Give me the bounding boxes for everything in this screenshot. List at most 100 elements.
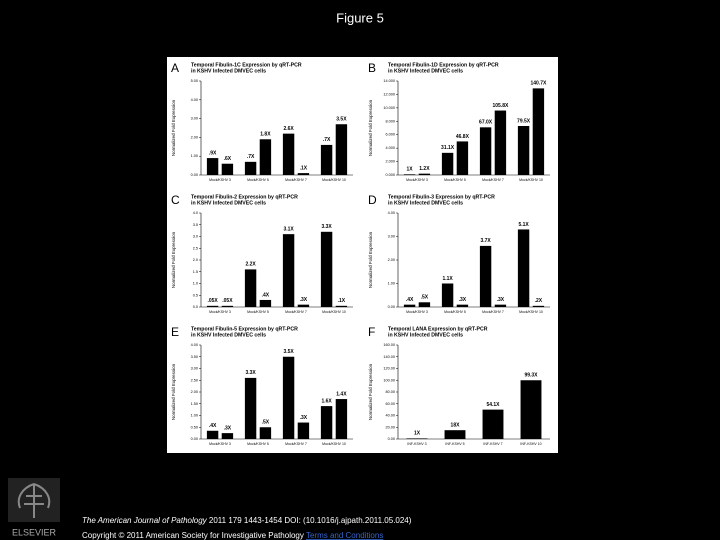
y-axis-label: Normalized Fold Expression [171, 231, 176, 288]
y-tick-label: 5.00 [191, 79, 198, 83]
x-tick-label: Mock/KSHV 3 [209, 442, 231, 446]
bar-label: .9X [209, 150, 217, 156]
y-tick-label: 1.50 [191, 402, 198, 406]
bar-label: 105.8X [492, 103, 509, 109]
bar-label: .05X [207, 298, 218, 304]
journal: The American Journal of Pathology [82, 516, 208, 525]
y-tick-label: 3.00 [191, 367, 198, 371]
bar-label: 31.1X [441, 145, 455, 151]
y-tick-label: 60.00 [385, 402, 395, 406]
y-tick-label: 4.00 [191, 343, 198, 347]
bar-label: 3.3X [245, 370, 256, 376]
y-tick-label: 0.5 [193, 293, 198, 297]
y-tick-label: 1.00 [191, 414, 198, 418]
x-tick-label: Mock/KSHV 10 [322, 178, 346, 182]
terms-link[interactable]: Terms and Conditions [306, 531, 383, 540]
panel: E Temporal Fibulin-5 Expression by qRT-PC… [171, 325, 353, 446]
bar-label: .3X [300, 297, 308, 303]
bar-label: 1X [414, 431, 421, 437]
bar-label: .4X [406, 297, 414, 303]
y-tick-label: 0.00 [191, 173, 198, 177]
bar [320, 231, 333, 307]
bar [282, 133, 295, 175]
bar [206, 305, 219, 307]
y-tick-label: 3.50 [191, 355, 198, 359]
bar [282, 234, 295, 307]
bar-label: 79.5X [517, 118, 531, 124]
bar-label: 54.1X [486, 402, 500, 408]
x-tick-label: Mock/KSHV 5 [444, 310, 466, 314]
copyright: Copyright © 2011 American Society for In… [82, 531, 383, 540]
panel-subtitle: in KSHV Infected DMVEC cells [191, 200, 266, 206]
bar [335, 305, 348, 307]
bar-label: 1.1X [442, 276, 453, 282]
y-axis-label: Normalized Fold Expression [368, 231, 373, 288]
y-tick-label: 3.00 [191, 117, 198, 121]
x-tick-label: INF-KSHV 7 [483, 442, 502, 446]
x-tick-label: Mock/KSHV 10 [519, 310, 543, 314]
bar-label: .3X [300, 415, 308, 421]
bar [517, 229, 530, 307]
bar [494, 304, 507, 307]
bar-label: .1X [338, 298, 346, 304]
bar-label: 67.0X [479, 120, 493, 126]
panel-title: Temporal Fibulin-1C Expression by qRT-PC… [191, 62, 302, 68]
panel-subtitle: in KSHV Infected DMVEC cells [388, 332, 463, 338]
bar [456, 304, 469, 307]
y-tick-label: 2.5 [193, 246, 198, 250]
logo-tree [17, 483, 51, 518]
panel-subtitle: in KSHV Infected DMVEC cells [191, 332, 266, 338]
y-tick-label: 4.000 [385, 146, 395, 150]
y-tick-label: 120.00 [383, 367, 395, 371]
y-tick-label: 3.5 [193, 223, 198, 227]
bar-label: 1X [407, 167, 414, 173]
bar-label: .4X [209, 423, 217, 429]
x-tick-label: Mock/KSHV 3 [406, 178, 428, 182]
bar [221, 433, 234, 439]
bar [320, 406, 333, 439]
panel-title: Temporal Fibulin-1D Expression by qRT-PC… [388, 62, 499, 68]
bar-label: .3X [497, 297, 505, 303]
y-tick-label: 2.00 [191, 390, 198, 394]
bar [244, 269, 257, 307]
x-tick-label: Mock/KSHV 7 [482, 178, 504, 182]
x-tick-label: Mock/KSHV 10 [519, 178, 543, 182]
bar-label: 1.6X [321, 398, 332, 404]
bar [403, 174, 416, 175]
bar [259, 299, 272, 307]
bar-label: 99.3X [524, 373, 538, 379]
y-tick-label: 40.00 [385, 414, 395, 418]
y-tick-label: 3.00 [388, 235, 395, 239]
y-tick-label: 4.0 [193, 211, 198, 215]
bar [403, 304, 416, 307]
bar-label: .3X [459, 297, 467, 303]
bar [517, 125, 530, 175]
bar-label: 2.6X [283, 126, 294, 132]
bar [406, 438, 428, 439]
x-tick-label: INF-KSHV 10 [520, 442, 541, 446]
x-tick-label: INF-KSHV 5 [445, 442, 464, 446]
x-tick-label: Mock/KSHV 10 [322, 442, 346, 446]
panel: C Temporal Fibulin-2 Expression by qRT-PC… [171, 193, 353, 314]
bar-label: .1X [300, 165, 308, 171]
copyright-text: Copyright © 2011 American Society for In… [82, 531, 306, 540]
y-tick-label: 12.000 [383, 92, 395, 96]
y-tick-label: 4.00 [388, 211, 395, 215]
y-tick-label: 14.000 [383, 79, 395, 83]
bar [221, 163, 234, 175]
y-tick-label: 3.0 [193, 235, 198, 239]
panel-letter: C [171, 193, 180, 207]
x-tick-label: Mock/KSHV 7 [285, 178, 307, 182]
panel-title: Temporal LANA Expression by qRT-PCR [388, 326, 488, 332]
bar [456, 141, 469, 175]
panel-letter: E [171, 325, 179, 339]
bar-label: .4X [262, 292, 270, 298]
bar [335, 399, 348, 439]
y-tick-label: 2.0 [193, 258, 198, 262]
y-axis-label: Normalized Fold Expression [171, 363, 176, 420]
bar-label: 3.3X [321, 224, 332, 230]
bar [479, 245, 492, 307]
y-tick-label: 1.0 [193, 282, 198, 286]
